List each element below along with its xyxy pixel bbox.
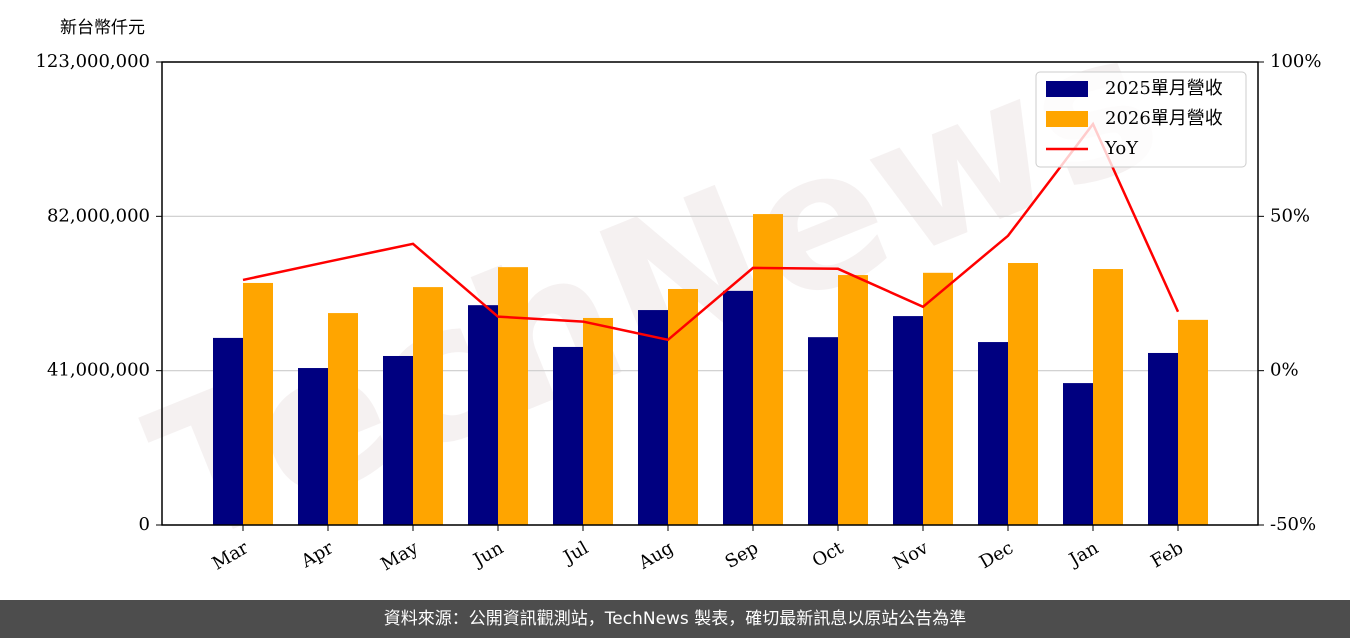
legend-swatch [1046,111,1088,127]
x-tick-label: Nov [890,537,933,574]
y2-tick-label: 50% [1270,205,1310,226]
bar [808,337,838,525]
y2-tick-label: 100% [1270,51,1321,72]
plot-frame [161,61,1259,526]
bar [1148,352,1178,525]
x-tick-label: Feb [1147,537,1187,572]
legend: 2025單月營收 2026單月營收 YoY [1035,71,1247,168]
legend-swatch [1046,81,1088,97]
bar [553,346,583,525]
bar [298,368,328,525]
bar [923,272,953,525]
y-tick-label: 41,000,000 [47,360,150,381]
x-tick-label: Oct [809,537,848,572]
bar [498,267,528,525]
bar [1178,319,1208,525]
y-axis-label: 新台幣仟元 [60,18,145,38]
bar [383,355,413,525]
bar [1008,263,1038,525]
bar [328,313,358,525]
bar [668,288,698,525]
bar [893,316,923,525]
y-tick-label: 0 [139,514,150,535]
chart: 新台幣仟元 TechNews041,000,00082,000,000123,0… [35,0,1321,588]
bar [583,317,613,525]
bar [413,287,443,525]
source-note: 資料來源：公開資訊觀測站，TechNews 製表，確切最新訊息以原站公告為準 [0,600,1350,638]
bar [753,214,783,525]
x-tick-label: Jun [468,537,507,572]
bar [638,310,668,525]
bar [1063,383,1093,525]
x-tick-label: May [377,537,422,575]
x-tick-label: Jul [558,537,592,569]
bar [468,305,498,525]
y2-tick-label: 0% [1270,360,1299,381]
legend-box [1035,71,1247,168]
bar [978,342,1008,525]
x-tick-label: Sep [722,537,762,572]
bar [243,282,273,525]
bar [838,275,868,525]
legend-label: 2026單月營收 [1105,108,1223,129]
y2-tick-label: -50% [1270,514,1316,535]
x-tick-label: Dec [976,537,1017,573]
bar [723,290,753,525]
x-tick-label: Jan [1064,537,1102,571]
y-tick-label: 82,000,000 [47,205,150,226]
x-tick-label: Aug [634,537,677,574]
legend-label: YoY [1104,138,1139,159]
y-tick-label: 123,000,000 [35,51,150,72]
legend-label: 2025單月營收 [1105,78,1223,99]
line [242,121,1180,342]
bar [1093,269,1123,525]
bar [213,337,243,525]
